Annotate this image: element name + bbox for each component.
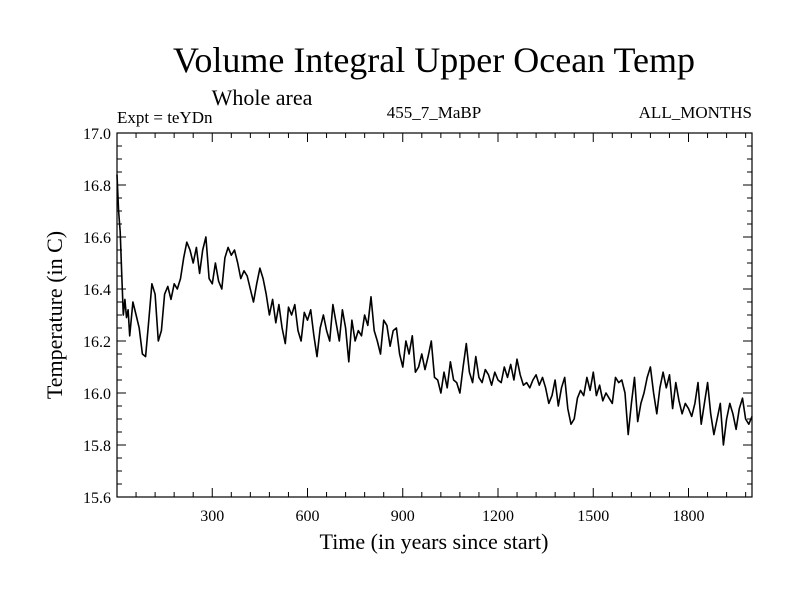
y-tick-label: 16.0 (83, 386, 111, 403)
axis-ticks (117, 133, 752, 497)
x-tick-label: 600 (296, 508, 320, 525)
y-tick-label: 17.0 (83, 126, 111, 143)
x-tick-label: 1200 (482, 508, 514, 525)
x-tick-label: 900 (391, 508, 415, 525)
y-tick-label: 16.6 (83, 230, 111, 247)
x-tick-label: 1500 (577, 508, 609, 525)
x-tick-label: 300 (200, 508, 224, 525)
chart-subtitle: Whole area (212, 85, 313, 110)
x-tick-label: 1800 (673, 508, 705, 525)
y-tick-label: 15.8 (83, 438, 111, 455)
annotation-period: 455_7_MaBP (387, 103, 481, 122)
y-axis-label: Temperature (in C) (42, 231, 67, 399)
annotation-experiment: Expt = teYDn (117, 108, 213, 127)
annotation-months: ALL_MONTHS (639, 103, 752, 122)
axis-tick-labels: 300 600 900 1200 1500 1800 15.6 15.8 16.0 16.2 16.… (83, 126, 705, 525)
y-tick-label: 16.4 (83, 282, 111, 299)
series-line-temperature (117, 175, 752, 445)
line-chart: Volume Integral Upper Ocean Temp Whole a… (0, 0, 800, 600)
plot-frame (117, 133, 752, 497)
x-axis-label: Time (in years since start) (320, 529, 549, 554)
y-tick-label: 16.2 (83, 334, 111, 351)
y-tick-label: 15.6 (83, 490, 111, 507)
chart-title: Volume Integral Upper Ocean Temp (173, 40, 695, 80)
y-tick-label: 16.8 (83, 178, 111, 195)
